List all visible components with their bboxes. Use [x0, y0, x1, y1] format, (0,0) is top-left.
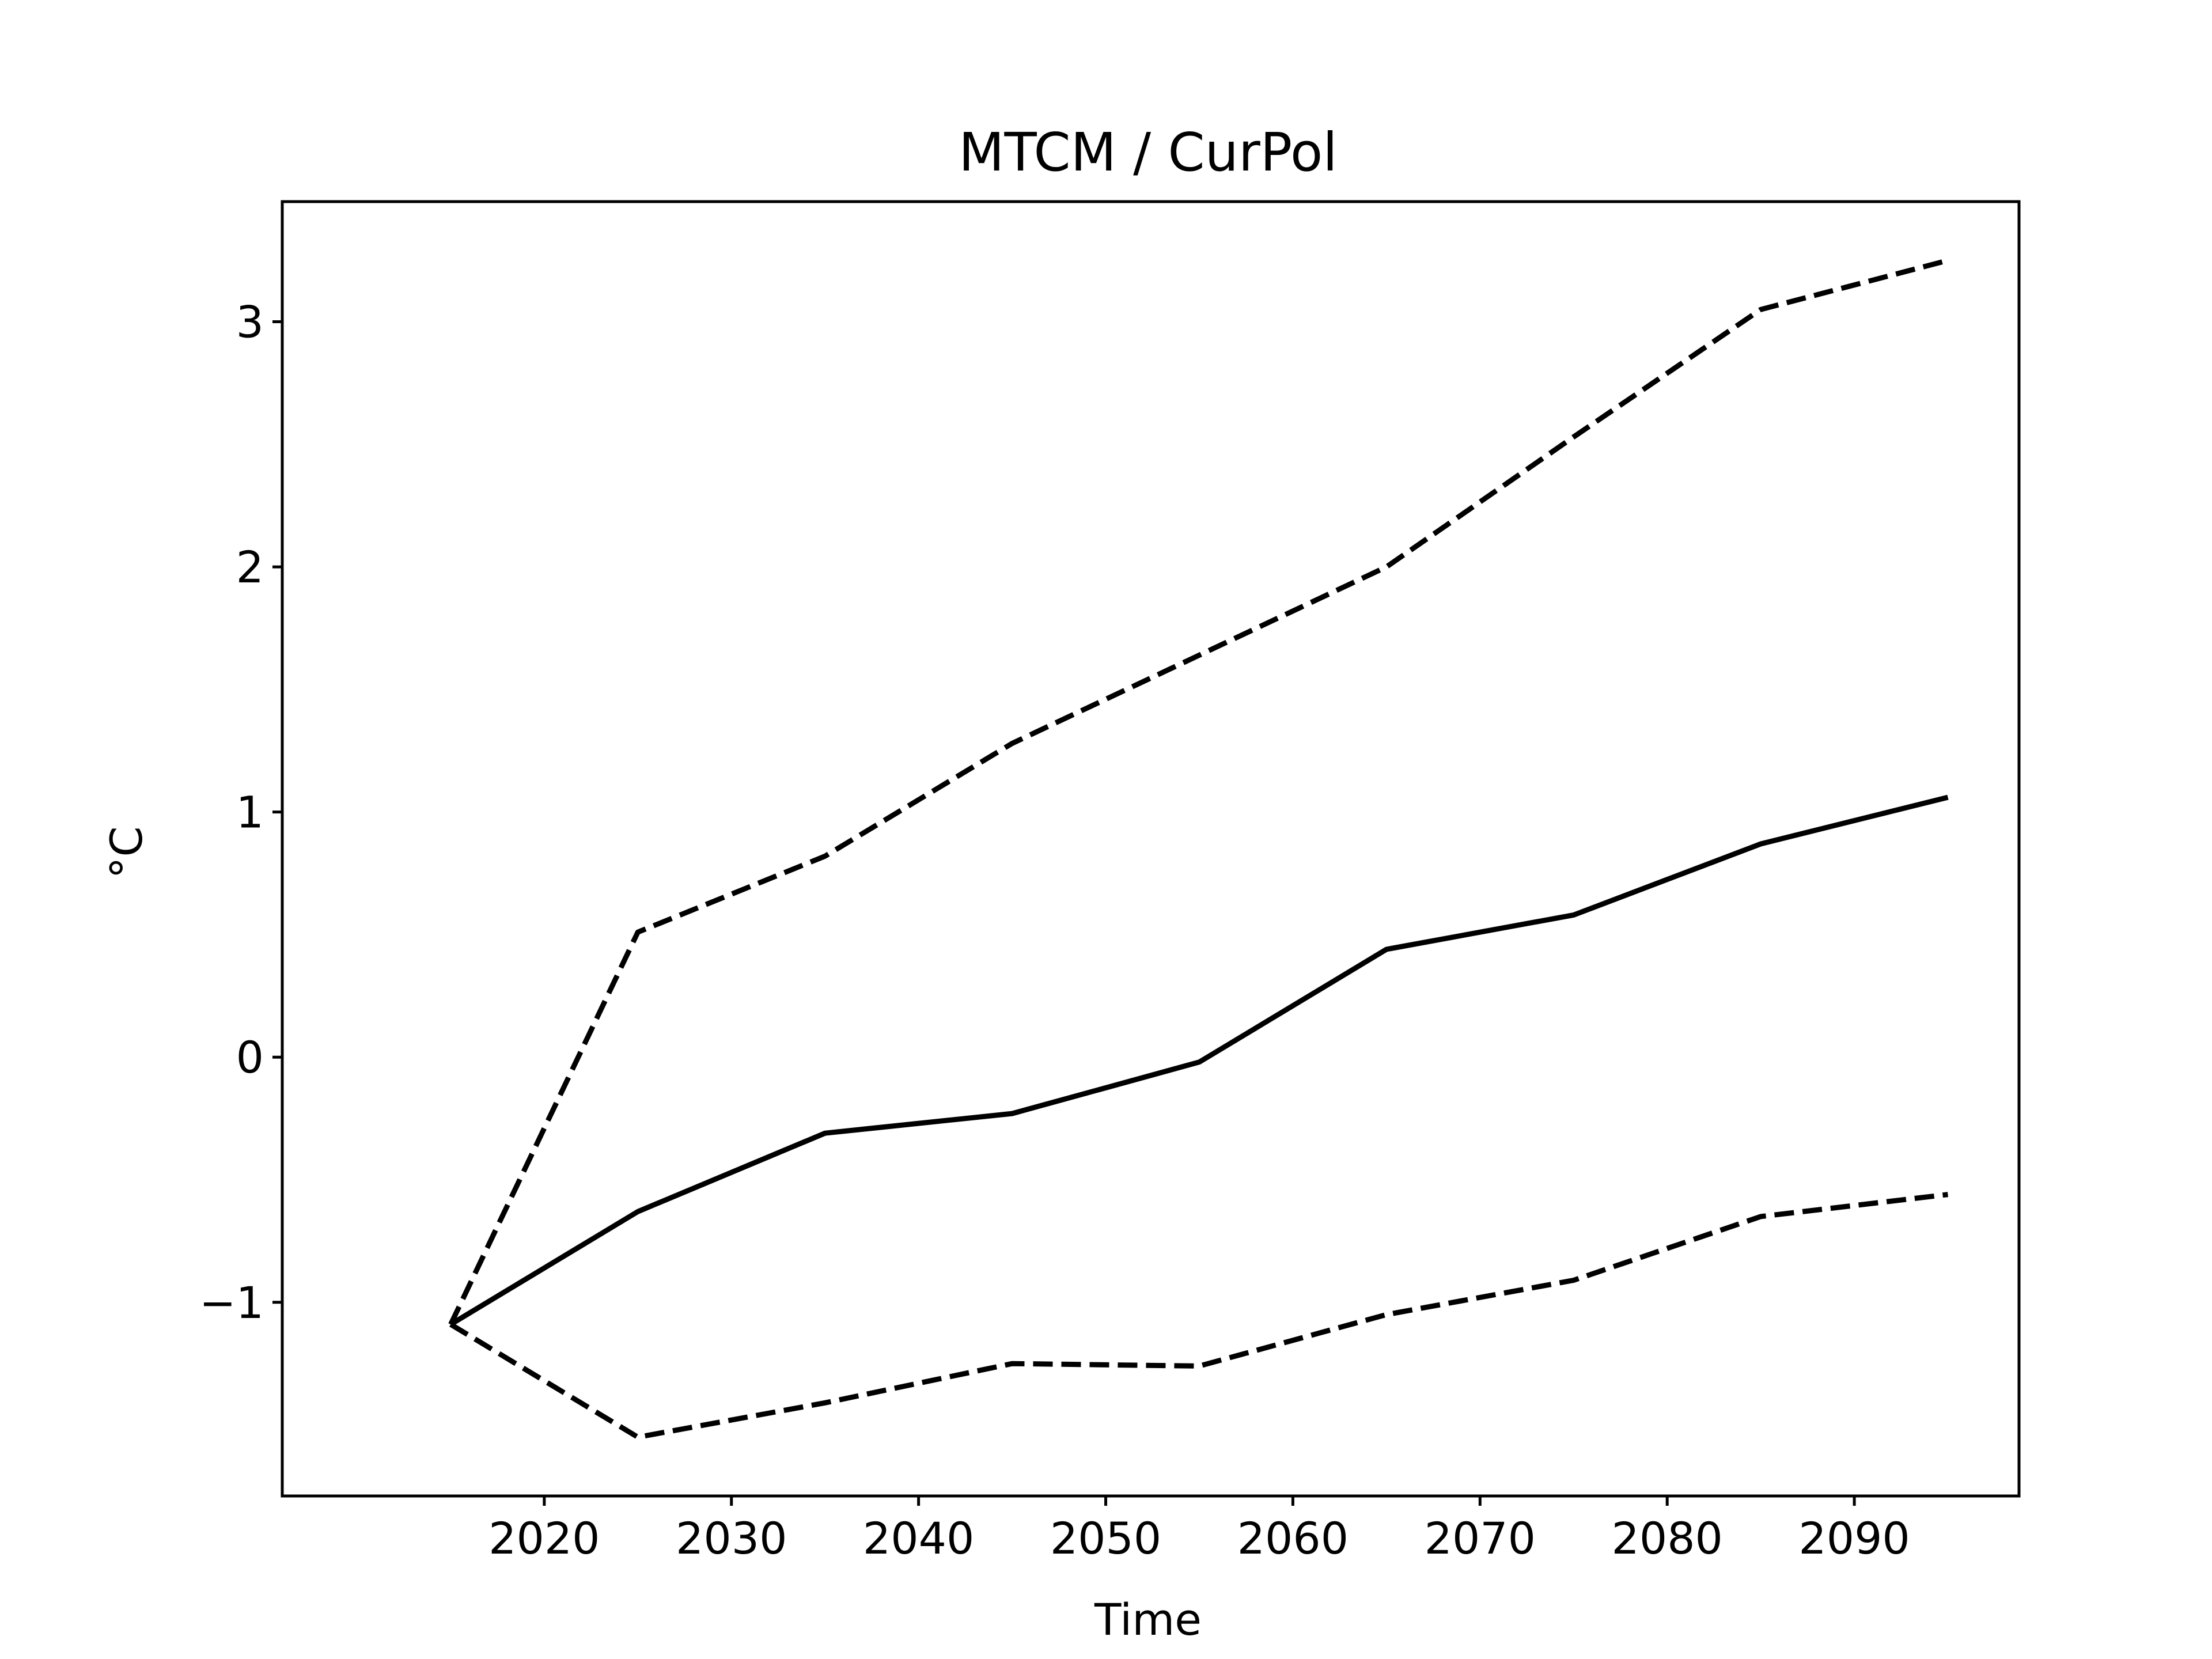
y-axis: −1 0 1 2 3 — [199, 297, 282, 1328]
series-line-2 — [448, 257, 1949, 1326]
y-axis-label: °C — [101, 826, 152, 878]
y-tick-label: 2 — [236, 541, 264, 593]
x-tick-label: 2040 — [863, 1513, 974, 1564]
y-tick-label: −1 — [199, 1277, 264, 1328]
plot-frame — [281, 200, 2021, 1498]
x-tick-label: 2020 — [488, 1513, 600, 1564]
chart-title: MTCM / CurPol — [959, 122, 1338, 183]
x-tick-label: 2030 — [676, 1513, 787, 1564]
x-axis-label: Time — [1094, 1594, 1202, 1645]
x-tick-label: 2060 — [1237, 1513, 1349, 1564]
x-tick-label: 2070 — [1425, 1513, 1536, 1564]
y-tick-label: 1 — [236, 787, 264, 838]
y-tick-label: 0 — [236, 1032, 264, 1083]
x-tick-label: 2080 — [1611, 1513, 1722, 1564]
x-tick-label: 2090 — [1798, 1513, 1910, 1564]
series-line-3 — [449, 1192, 1949, 1440]
x-axis: 2020 2030 2040 2050 2060 2070 2080 2090 — [488, 1496, 1910, 1564]
series-line-1 — [449, 794, 1949, 1327]
y-tick-label: 3 — [236, 297, 264, 348]
x-tick-label: 2050 — [1050, 1513, 1161, 1564]
series-layer — [448, 257, 1949, 1440]
